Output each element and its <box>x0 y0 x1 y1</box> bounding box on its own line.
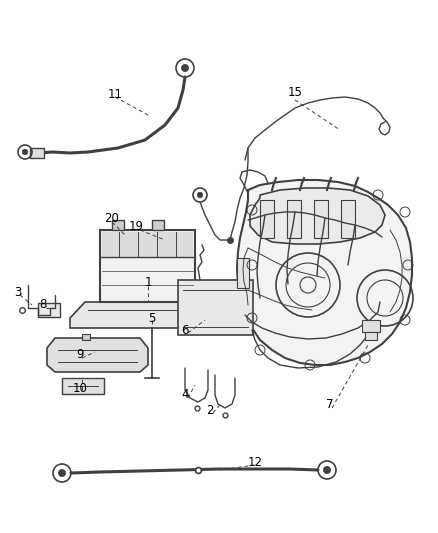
Bar <box>152 220 164 230</box>
Text: 2: 2 <box>206 403 214 416</box>
Bar <box>38 303 60 317</box>
Text: 5: 5 <box>148 311 155 325</box>
Bar <box>237 258 249 288</box>
Circle shape <box>323 466 331 474</box>
Polygon shape <box>47 338 148 372</box>
Polygon shape <box>250 188 385 244</box>
Bar <box>62 378 104 394</box>
Text: 19: 19 <box>128 220 144 232</box>
Text: 6: 6 <box>181 324 189 336</box>
Bar <box>314 200 328 238</box>
Bar <box>30 148 44 158</box>
Bar <box>102 232 193 257</box>
Text: 4: 4 <box>181 389 189 401</box>
Bar <box>82 334 90 340</box>
Bar <box>287 200 301 238</box>
Text: 12: 12 <box>247 456 262 469</box>
Bar <box>362 320 380 332</box>
Text: 8: 8 <box>39 298 47 311</box>
Bar <box>112 220 124 230</box>
Text: 10: 10 <box>73 382 88 394</box>
Bar <box>178 280 253 335</box>
Text: 20: 20 <box>105 212 120 224</box>
Polygon shape <box>70 302 230 328</box>
Text: 3: 3 <box>14 286 22 298</box>
Bar <box>365 332 377 340</box>
Text: 1: 1 <box>144 276 152 288</box>
Circle shape <box>197 192 203 198</box>
Polygon shape <box>237 180 412 365</box>
Circle shape <box>181 64 189 71</box>
Bar <box>341 200 355 238</box>
Text: 15: 15 <box>288 85 302 99</box>
Text: 9: 9 <box>76 349 84 361</box>
Circle shape <box>22 149 28 155</box>
Circle shape <box>58 470 66 477</box>
Bar <box>100 230 195 302</box>
Text: 11: 11 <box>107 88 123 101</box>
Text: 7: 7 <box>326 399 334 411</box>
Bar <box>260 200 274 238</box>
